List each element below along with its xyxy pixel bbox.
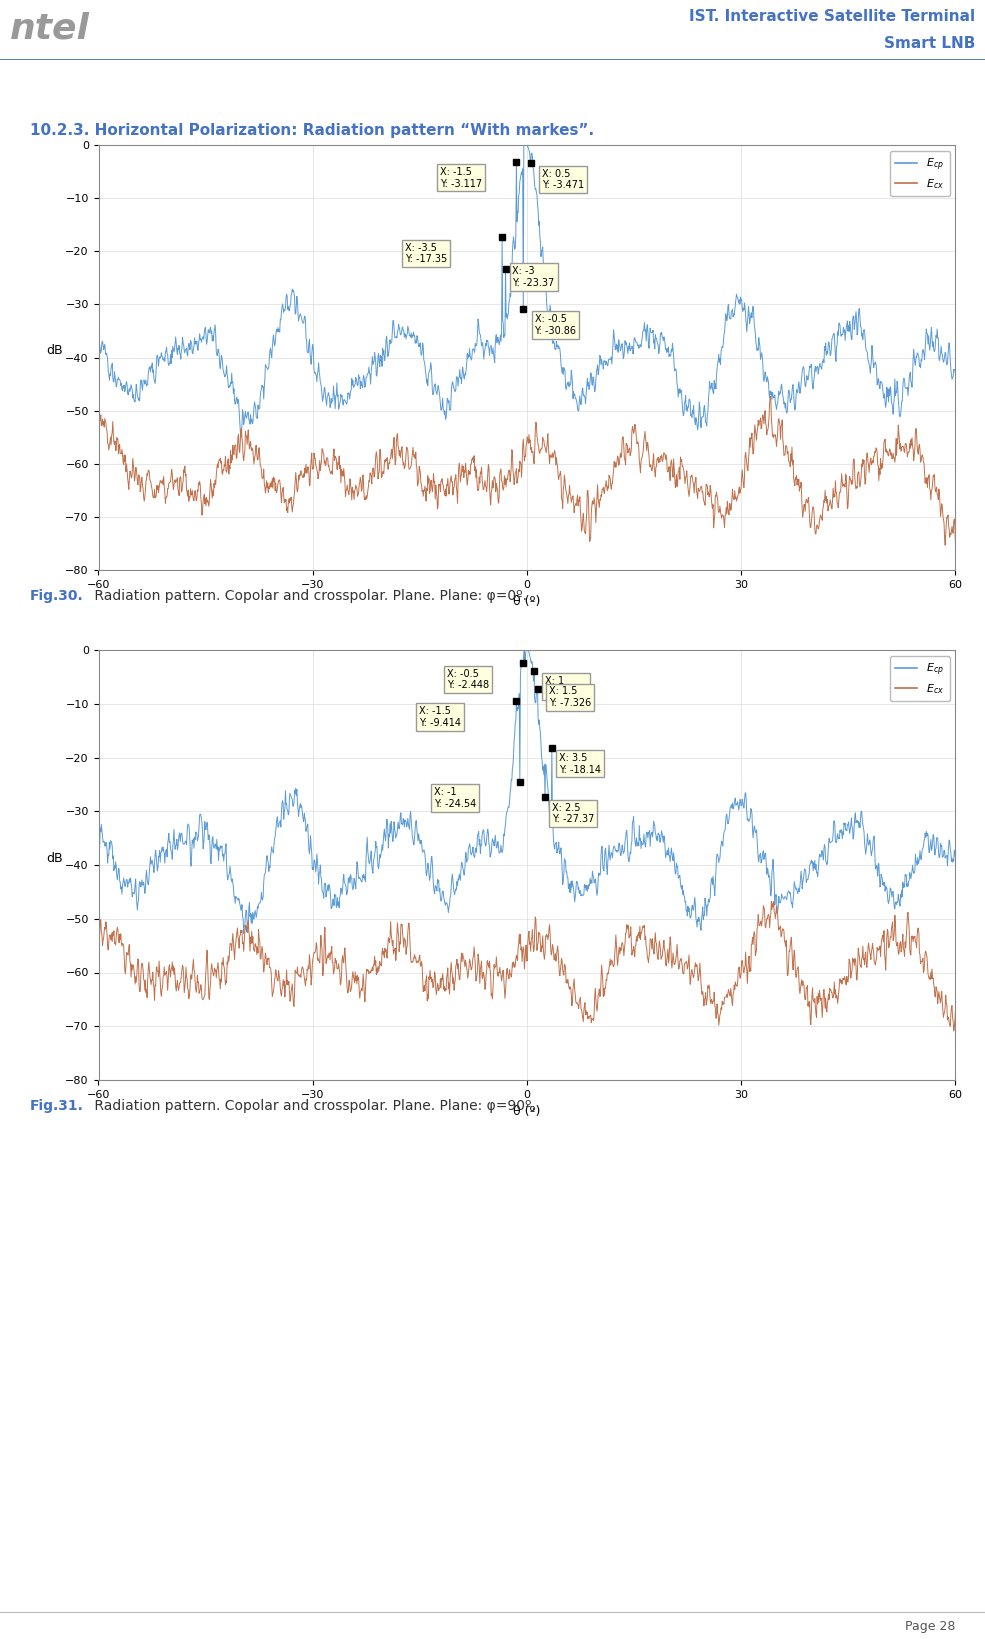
Text: IST. Interactive Satellite Terminal: IST. Interactive Satellite Terminal	[690, 10, 975, 25]
Text: Radiation pattern. Copolar and crosspolar. Plane. Plane: φ=0º.: Radiation pattern. Copolar and crosspola…	[90, 588, 527, 603]
Text: X: -3.5
Y: -17.35: X: -3.5 Y: -17.35	[405, 243, 447, 264]
Text: X: -1.5
Y: -3.117: X: -1.5 Y: -3.117	[440, 167, 482, 188]
Text: X: 1.5
Y: -7.326: X: 1.5 Y: -7.326	[549, 687, 591, 708]
X-axis label: θ (º): θ (º)	[513, 595, 541, 608]
Text: X: 0.5
Y: -3.471: X: 0.5 Y: -3.471	[542, 169, 584, 190]
Text: X: 3.5
Y: -18.14: X: 3.5 Y: -18.14	[558, 752, 601, 775]
Text: X: 2.5
Y: -27.37: X: 2.5 Y: -27.37	[552, 803, 594, 824]
Text: Radiation pattern. Copolar and crosspolar. Plane. Plane: φ=90º.: Radiation pattern. Copolar and crosspola…	[90, 1100, 536, 1113]
Text: X: -3
Y: -23.37: X: -3 Y: -23.37	[512, 266, 555, 288]
X-axis label: θ (º): θ (º)	[513, 1105, 541, 1118]
Text: Page 28: Page 28	[905, 1619, 955, 1632]
Text: X: -0.5
Y: -30.86: X: -0.5 Y: -30.86	[535, 315, 576, 336]
Legend: $E_{cp}$, $E_{cx}$: $E_{cp}$, $E_{cx}$	[889, 656, 950, 701]
Text: Fig.31.: Fig.31.	[30, 1100, 84, 1113]
Y-axis label: dB: dB	[46, 344, 62, 357]
Text: X: 1
Y: -3.823: X: 1 Y: -3.823	[546, 675, 587, 698]
Text: Smart LNB: Smart LNB	[884, 36, 975, 51]
Text: Fig.30.: Fig.30.	[30, 588, 84, 603]
Legend: $E_{cp}$, $E_{cx}$: $E_{cp}$, $E_{cx}$	[889, 151, 950, 197]
Text: 10.2.3. Horizontal Polarization: Radiation pattern “With markes”.: 10.2.3. Horizontal Polarization: Radiati…	[30, 123, 594, 138]
Text: ntel: ntel	[10, 11, 90, 46]
Text: X: -0.5
Y: -2.448: X: -0.5 Y: -2.448	[447, 669, 490, 690]
Text: X: -1.5
Y: -9.414: X: -1.5 Y: -9.414	[419, 706, 461, 728]
Text: X: -1
Y: -24.54: X: -1 Y: -24.54	[433, 787, 476, 810]
Y-axis label: dB: dB	[46, 852, 62, 865]
